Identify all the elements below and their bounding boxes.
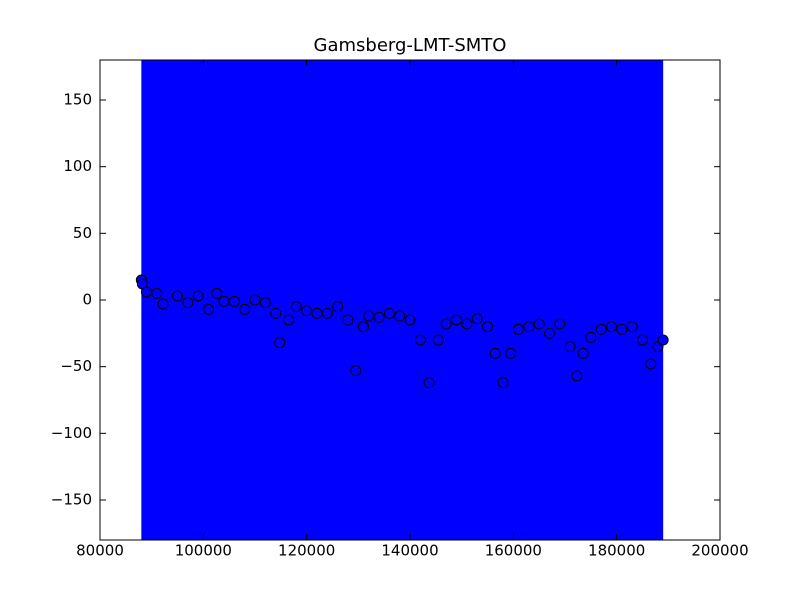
point xyxy=(151,287,163,299)
point xyxy=(423,377,435,389)
point xyxy=(554,318,566,330)
x-tick-label: 100000 xyxy=(175,542,232,560)
point xyxy=(497,377,509,389)
x-tick-label: 80000 xyxy=(76,542,124,560)
point xyxy=(211,287,223,299)
point xyxy=(301,305,313,317)
point xyxy=(616,323,628,335)
point xyxy=(645,358,657,370)
point xyxy=(595,323,607,335)
point xyxy=(564,341,576,353)
x-tick-label: 160000 xyxy=(485,542,542,560)
point xyxy=(342,314,354,326)
point xyxy=(626,321,638,333)
point xyxy=(571,370,583,382)
point xyxy=(523,321,535,333)
x-tick-label: 200000 xyxy=(691,542,748,560)
point xyxy=(461,318,473,330)
point xyxy=(249,294,261,306)
point xyxy=(290,301,302,313)
y-tick-label: 100 xyxy=(63,157,92,175)
x-tick-label: 120000 xyxy=(278,542,335,560)
point xyxy=(404,314,416,326)
point xyxy=(482,321,493,333)
point xyxy=(141,286,152,298)
point xyxy=(182,297,194,309)
point xyxy=(451,314,462,326)
point xyxy=(270,307,282,319)
point xyxy=(657,334,669,346)
point xyxy=(239,303,251,315)
point xyxy=(363,310,375,322)
y-tick-label: −150 xyxy=(51,491,92,509)
point xyxy=(358,321,369,333)
point xyxy=(321,307,333,319)
point xyxy=(332,301,344,313)
point xyxy=(606,321,617,333)
point xyxy=(489,347,501,359)
point xyxy=(228,295,240,307)
plot-area xyxy=(135,60,669,540)
point xyxy=(544,327,555,339)
point xyxy=(283,314,295,326)
point xyxy=(577,347,589,359)
point xyxy=(373,311,385,323)
y-tick-label: −50 xyxy=(60,357,92,375)
point xyxy=(505,347,517,359)
point xyxy=(350,365,362,377)
point xyxy=(394,310,406,322)
point xyxy=(259,297,271,309)
point xyxy=(471,313,483,325)
point xyxy=(414,334,426,346)
chart-title: Gamsberg-LMT-SMTO xyxy=(314,35,507,56)
x-tick-label: 180000 xyxy=(588,542,645,560)
y-tick-label: 50 xyxy=(73,224,92,242)
point xyxy=(513,323,524,335)
point xyxy=(218,295,230,307)
point xyxy=(172,290,183,302)
y-tick-label: −100 xyxy=(51,424,92,442)
point xyxy=(432,334,444,346)
point xyxy=(274,337,286,349)
point xyxy=(203,303,214,315)
point xyxy=(585,331,597,343)
point xyxy=(637,334,648,346)
x-tick-label: 140000 xyxy=(381,542,438,560)
y-tick-label: 150 xyxy=(63,91,92,109)
point xyxy=(311,307,323,319)
point xyxy=(440,318,452,330)
y-tick-label: 0 xyxy=(82,291,92,309)
point xyxy=(533,318,545,330)
point xyxy=(383,307,395,319)
point xyxy=(157,298,169,310)
point xyxy=(192,290,204,302)
